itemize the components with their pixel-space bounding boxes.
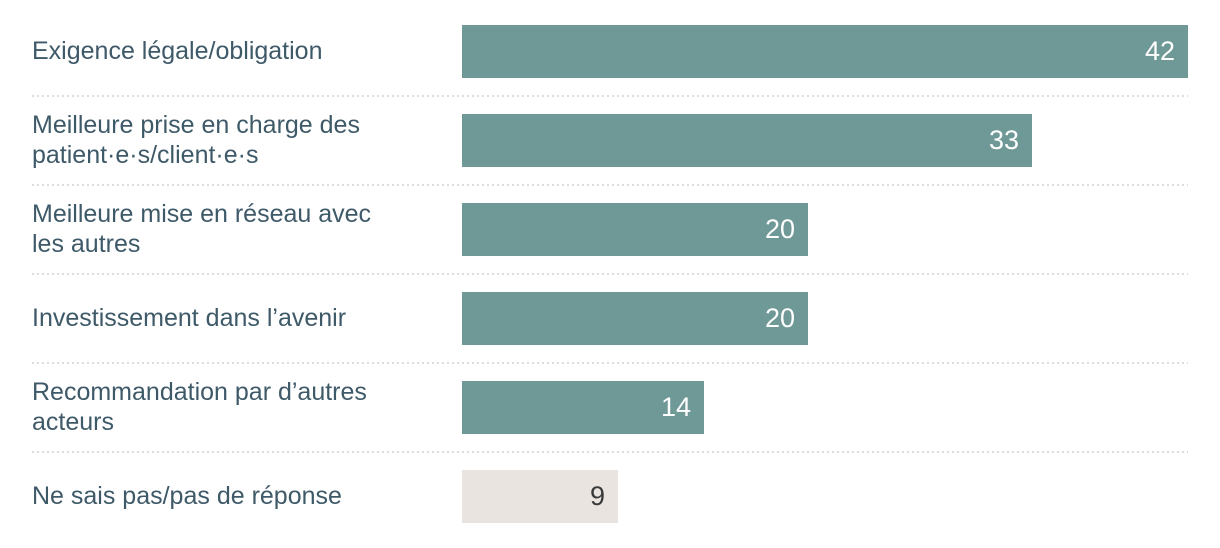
chart-row: Ne sais pas/pas de réponse 9	[0, 453, 1220, 540]
bar-value-label: 20	[764, 303, 795, 333]
row-separator	[32, 362, 1188, 364]
bar: 20	[462, 292, 808, 345]
bar-track: 33	[462, 114, 1220, 167]
category-label: Exigence légale/obligation	[32, 36, 323, 65]
chart-row: Investissement dans l’avenir 20	[0, 275, 1220, 362]
category-label: Meilleure mise en réseau avec les autres	[32, 200, 372, 258]
bar-value-label: 9	[589, 481, 605, 511]
bar: 33	[462, 114, 1032, 167]
bar-value-label: 20	[764, 214, 795, 244]
bar-track: 20	[462, 203, 1220, 256]
chart-row: Recommandation par d’autres acteurs 14	[0, 364, 1220, 451]
bar-value-label: 42	[1144, 36, 1175, 66]
bar: 20	[462, 203, 808, 256]
row-separator	[32, 184, 1188, 186]
chart-row: Meilleure prise en charge des patient·e·…	[0, 97, 1220, 184]
bar-track: 42	[462, 25, 1220, 78]
bar: 42	[462, 25, 1188, 78]
bar: 14	[462, 381, 704, 434]
bar-value-label: 14	[660, 392, 691, 422]
bar-track: 14	[462, 381, 1220, 434]
category-label: Recommandation par d’autres acteurs	[32, 378, 367, 436]
row-separator	[32, 273, 1188, 275]
chart-row: Exigence légale/obligation 42	[0, 8, 1220, 95]
category-label: Ne sais pas/pas de réponse	[32, 481, 342, 510]
chart-row: Meilleure mise en réseau avec les autres…	[0, 186, 1220, 273]
row-separator	[32, 95, 1188, 97]
bar-track: 20	[462, 292, 1220, 345]
category-label: Investissement dans l’avenir	[32, 303, 347, 332]
category-label: Meilleure prise en charge des patient·e·…	[32, 111, 360, 169]
row-separator	[32, 451, 1188, 453]
bar: 9	[462, 470, 618, 523]
bar-track: 9	[462, 470, 1220, 523]
bar-value-label: 33	[988, 125, 1019, 155]
